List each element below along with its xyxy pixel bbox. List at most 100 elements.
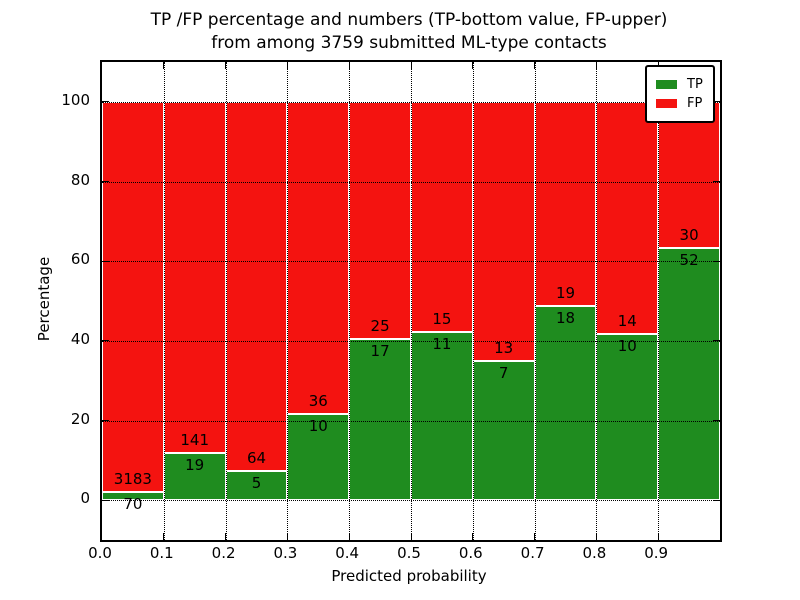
gridline-vertical (534, 62, 536, 540)
y-tick-mark (713, 499, 720, 501)
plot-area: 3183 70 141 19 64 5 36 10 25 17 15 11 13 7 19 18 14 10 30 5… (100, 60, 722, 542)
x-tick-mark (286, 62, 288, 69)
y-tick-mark (102, 340, 109, 342)
y-tick-mark (713, 260, 720, 262)
tp-bar-segment (163, 452, 226, 501)
x-tick-labels: 0.0 0.1 0.2 0.3 0.4 0.5 0.6 0.7 0.8 0.9 (88, 544, 718, 564)
fp-bar-segment (658, 101, 720, 248)
y-tick-mark (713, 181, 720, 182)
fp-bar-segment (596, 101, 659, 335)
x-tick-label: 0.4 (335, 544, 360, 562)
x-tick-label: 0.0 (88, 544, 112, 562)
x-tick-mark (534, 533, 536, 540)
gridline-vertical (596, 62, 598, 540)
x-tick-label: 0.7 (520, 544, 545, 562)
fp-bar-segment (349, 101, 411, 339)
tp-count-label: 10 (617, 337, 637, 356)
fp-count-label: 25 (370, 316, 390, 335)
y-tick-labels: 0 20 40 60 80 100 (40, 60, 90, 538)
x-tick-mark (472, 62, 474, 69)
gridline-vertical (225, 62, 227, 540)
tp-count-label: 52 (679, 250, 699, 269)
fp-bar-segment (102, 101, 164, 492)
tp-count-label: 70 (123, 494, 143, 513)
x-tick-mark (595, 62, 597, 69)
tp-bar-segment (102, 491, 164, 501)
y-tick-mark (102, 260, 109, 262)
tp-legend-swatch (656, 80, 677, 89)
chart-title-line1: TP /FP percentage and numbers (TP-bottom… (150, 10, 668, 30)
fp-count-label: 15 (432, 309, 452, 328)
tp-bar-segment (411, 331, 473, 501)
x-tick-mark (348, 533, 350, 540)
x-tick-mark (225, 533, 227, 540)
tp-count-label: 18 (555, 309, 576, 328)
fp-bar-segment (472, 101, 535, 361)
x-tick-mark (534, 62, 536, 69)
x-axis-label: Predicted probability (331, 567, 487, 585)
x-tick-label: 0.8 (582, 544, 607, 562)
y-tick-mark (713, 101, 720, 103)
gridline-vertical (163, 62, 165, 540)
y-tick-mark (102, 420, 109, 421)
y-tick-label: 20 (70, 409, 90, 428)
legend-item: FP (656, 96, 703, 111)
y-tick-mark (102, 499, 109, 501)
x-tick-mark (410, 62, 412, 69)
tp-count-label: 5 (251, 474, 262, 493)
legend-item: TP (656, 77, 703, 92)
fp-count-label: 13 (494, 338, 514, 357)
x-tick-mark (348, 62, 350, 69)
x-tick-mark (286, 533, 288, 540)
legend: TP FP (645, 65, 715, 123)
fp-legend-swatch (656, 99, 677, 108)
gridline-vertical (658, 62, 660, 540)
fp-count-label: 64 (246, 449, 267, 468)
x-tick-mark (472, 533, 474, 540)
tp-count-label: 17 (370, 341, 390, 360)
tp-count-label: 10 (308, 416, 328, 435)
fp-count-label: 141 (180, 430, 210, 449)
legend-item-label: TP (687, 77, 703, 92)
x-tick-label: 0.9 (644, 544, 669, 562)
y-tick-mark (102, 101, 109, 103)
chart-title: TP /FP percentage and numbers (TP-bottom… (100, 9, 718, 55)
tp-bar-segment (596, 334, 659, 501)
fp-bar-segment (411, 101, 473, 332)
x-tick-mark (410, 533, 412, 540)
y-tick-label: 60 (70, 250, 90, 269)
x-tick-label: 0.3 (273, 544, 298, 562)
fp-count-label: 36 (308, 391, 328, 410)
tp-bar-segment (658, 247, 720, 501)
gridline-vertical (472, 62, 474, 540)
x-tick-mark (225, 62, 227, 69)
fp-count-label: 14 (617, 312, 637, 331)
tp-bar-segment (287, 413, 350, 501)
tp-count-label: 11 (432, 334, 452, 353)
tp-count-label: 19 (185, 455, 205, 474)
x-tick-mark (163, 533, 165, 540)
x-tick-mark (657, 533, 659, 540)
y-tick-mark (102, 181, 109, 182)
x-tick-mark (163, 62, 165, 69)
fp-count-label: 19 (555, 284, 576, 303)
y-tick-label: 0 (80, 489, 90, 508)
legend-item-label: FP (687, 96, 703, 111)
y-tick-label: 40 (70, 329, 90, 348)
gridline-vertical (349, 62, 351, 540)
y-tick-label: 100 (61, 90, 90, 109)
x-tick-label: 0.5 (397, 544, 421, 562)
fp-bar-segment (225, 101, 288, 472)
y-tick-label: 80 (70, 170, 90, 189)
y-tick-mark (713, 340, 720, 342)
fp-bar-segment (287, 101, 350, 414)
x-tick-mark (595, 533, 597, 540)
y-tick-mark (713, 420, 720, 421)
gridline-vertical (411, 62, 412, 540)
fp-count-label: 3183 (113, 469, 152, 488)
gridline-vertical (287, 62, 289, 540)
fp-bar-segment (163, 101, 226, 453)
tp-count-label: 7 (498, 363, 509, 382)
fp-count-label: 30 (679, 225, 699, 244)
x-tick-label: 0.2 (211, 544, 236, 562)
